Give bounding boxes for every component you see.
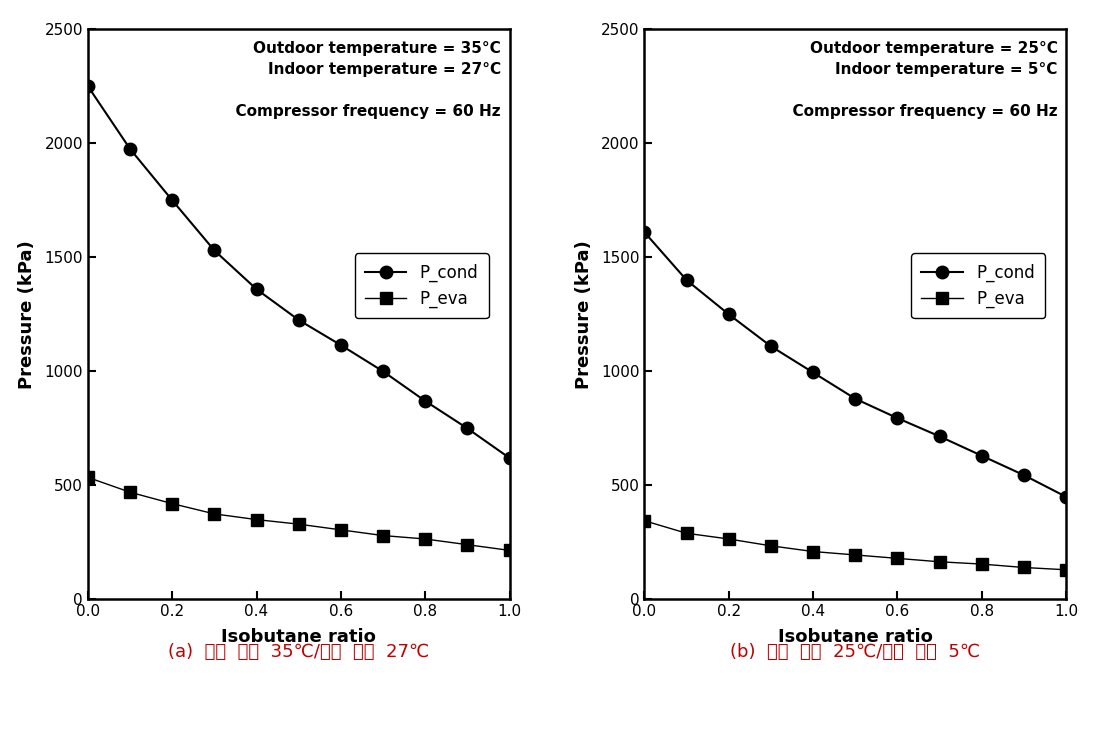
- P_eva: [208, 510, 221, 518]
- Text: (b)  실외  온도  25℃/실내  온도  5℃: (b) 실외 온도 25℃/실내 온도 5℃: [730, 643, 980, 662]
- P_eva: [848, 550, 862, 559]
- P_cond: [848, 394, 862, 403]
- P_cond: [680, 276, 693, 284]
- P_eva: [166, 499, 179, 508]
- P_eva: [1018, 563, 1031, 572]
- Line: P_eva: P_eva: [81, 471, 515, 556]
- P_eva: [722, 534, 735, 543]
- P_cond: [975, 451, 988, 460]
- P_cond: [166, 196, 179, 205]
- P_cond: [722, 310, 735, 319]
- P_cond: [891, 414, 904, 423]
- P_cond: [764, 342, 777, 351]
- P_eva: [975, 560, 988, 569]
- P_cond: [503, 454, 517, 463]
- P_eva: [637, 516, 651, 525]
- P_eva: [377, 531, 390, 540]
- P_eva: [249, 515, 263, 524]
- P_eva: [334, 526, 347, 534]
- X-axis label: Isobutane ratio: Isobutane ratio: [778, 628, 933, 645]
- Y-axis label: Pressure (kPa): Pressure (kPa): [19, 240, 36, 389]
- P_eva: [1059, 565, 1073, 574]
- P_eva: [503, 546, 517, 555]
- P_cond: [807, 368, 820, 377]
- P_cond: [377, 367, 390, 376]
- P_cond: [1059, 493, 1073, 501]
- P_cond: [637, 228, 651, 237]
- P_cond: [81, 82, 95, 91]
- P_eva: [933, 558, 946, 567]
- P_eva: [460, 540, 474, 549]
- Text: Outdoor temperature = 25°C
Indoor temperature = 5°C

  Compressor frequency = 60: Outdoor temperature = 25°C Indoor temper…: [782, 41, 1057, 118]
- Line: P_cond: P_cond: [81, 80, 515, 464]
- Text: Outdoor temperature = 35°C
Indoor temperature = 27°C

  Compressor frequency = 6: Outdoor temperature = 35°C Indoor temper…: [225, 41, 501, 118]
- P_eva: [123, 488, 136, 496]
- P_cond: [123, 145, 136, 154]
- Text: (a)  실외  온도  35℃/실내  온도  27℃: (a) 실외 온도 35℃/실내 온도 27℃: [168, 643, 430, 662]
- P_eva: [292, 520, 306, 529]
- P_cond: [292, 316, 306, 325]
- P_eva: [764, 542, 777, 550]
- P_cond: [1018, 471, 1031, 480]
- P_cond: [249, 285, 263, 294]
- P_eva: [807, 547, 820, 556]
- Legend: P_cond, P_eva: P_cond, P_eva: [355, 254, 489, 318]
- X-axis label: Isobutane ratio: Isobutane ratio: [221, 628, 376, 645]
- Line: P_cond: P_cond: [639, 226, 1073, 503]
- P_cond: [419, 397, 432, 406]
- P_eva: [419, 534, 432, 543]
- P_cond: [933, 432, 946, 441]
- P_cond: [460, 424, 474, 433]
- P_eva: [891, 554, 904, 563]
- P_cond: [208, 246, 221, 255]
- P_cond: [334, 341, 347, 349]
- P_eva: [680, 529, 693, 538]
- Legend: P_cond, P_eva: P_cond, P_eva: [911, 254, 1045, 318]
- Line: P_eva: P_eva: [639, 515, 1073, 576]
- Y-axis label: Pressure (kPa): Pressure (kPa): [575, 240, 592, 389]
- P_eva: [81, 473, 95, 482]
